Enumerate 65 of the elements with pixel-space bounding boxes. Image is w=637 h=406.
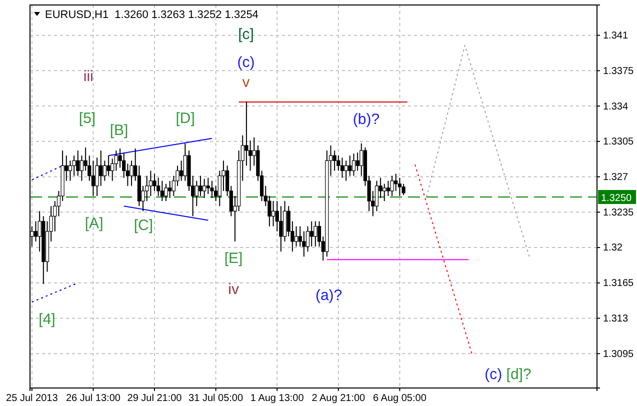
candlestick	[194, 180, 198, 207]
candlestick	[314, 220, 318, 248]
y-tick-label: 1.32	[603, 242, 623, 254]
candlestick	[294, 226, 298, 248]
annotation: iv	[228, 280, 240, 298]
y-tick-label: 1.334	[603, 101, 628, 112]
candlestick	[106, 155, 110, 176]
candlestick	[310, 220, 314, 248]
annotation: [c]	[238, 26, 254, 43]
candlestick	[206, 177, 210, 194]
y-tick-label: 1.327	[603, 172, 628, 183]
x-tick-label: 26 Jul 13:00	[66, 393, 121, 404]
y-tick-label: 1.3305	[603, 136, 634, 148]
candlestick	[198, 175, 202, 196]
annotation: [A]	[84, 215, 104, 232]
annotation: [5]	[78, 110, 96, 128]
candlestick	[374, 180, 379, 212]
annotation: (c) [d]?	[484, 366, 532, 383]
candlestick	[244, 102, 248, 166]
annotation: iii	[83, 68, 94, 85]
candlestick	[332, 150, 336, 172]
y-tick-label: 1.313	[603, 313, 628, 324]
annotation: (b)?	[352, 110, 380, 128]
candlestick	[302, 230, 306, 258]
y-tick-label: 1.3375	[603, 66, 634, 77]
y-tick-label: 1.3165	[603, 278, 634, 290]
annotation: (c)	[237, 54, 255, 71]
candlestick	[306, 226, 310, 252]
annotation: [B]	[110, 122, 128, 139]
x-tick-label: 29 Jul 21:00	[127, 393, 182, 404]
candlestick	[168, 180, 172, 199]
y-tick-label: 1.341	[603, 30, 628, 42]
y-tick-label: 1.3235	[603, 207, 634, 218]
candlestick	[348, 155, 352, 176]
ref-line-label: 1.3250	[601, 193, 632, 204]
candlestick	[352, 153, 356, 176]
annotation: [C]	[134, 216, 153, 234]
candlestick	[160, 180, 164, 202]
x-tick-label: 31 Jul 05:00	[188, 393, 244, 404]
candlestick	[202, 178, 206, 199]
chart-title: EURUSD,H1 1.3260 1.3263 1.3252 1.3254	[45, 9, 258, 21]
candlestick	[99, 150, 103, 186]
candlestick	[356, 152, 360, 172]
candlestick	[76, 150, 80, 176]
candlestick	[164, 183, 168, 202]
candlestick	[271, 200, 276, 227]
annotation: (a)?	[315, 287, 342, 304]
annotation: [D]	[176, 110, 195, 128]
annotation: [4]	[38, 310, 56, 328]
x-tick-label: 6 Aug 05:00	[373, 393, 427, 404]
candlestick	[390, 175, 394, 196]
y-tick-label: 1.3095	[603, 348, 634, 360]
candlestick	[382, 183, 386, 202]
candlestick	[386, 180, 390, 196]
candlestick	[398, 177, 402, 196]
candlestick	[210, 180, 214, 199]
annotation: v	[242, 74, 250, 92]
candlestick	[34, 220, 38, 242]
annotation: [E]	[224, 250, 243, 267]
candlestick	[130, 160, 134, 186]
x-tick-label: 2 Aug 21:00	[312, 393, 366, 404]
candlestick	[344, 160, 348, 182]
candlestick	[340, 157, 344, 178]
x-tick-label: 25 Jul 2013	[6, 393, 58, 404]
x-tick-label: 1 Aug 13:00	[250, 393, 304, 404]
